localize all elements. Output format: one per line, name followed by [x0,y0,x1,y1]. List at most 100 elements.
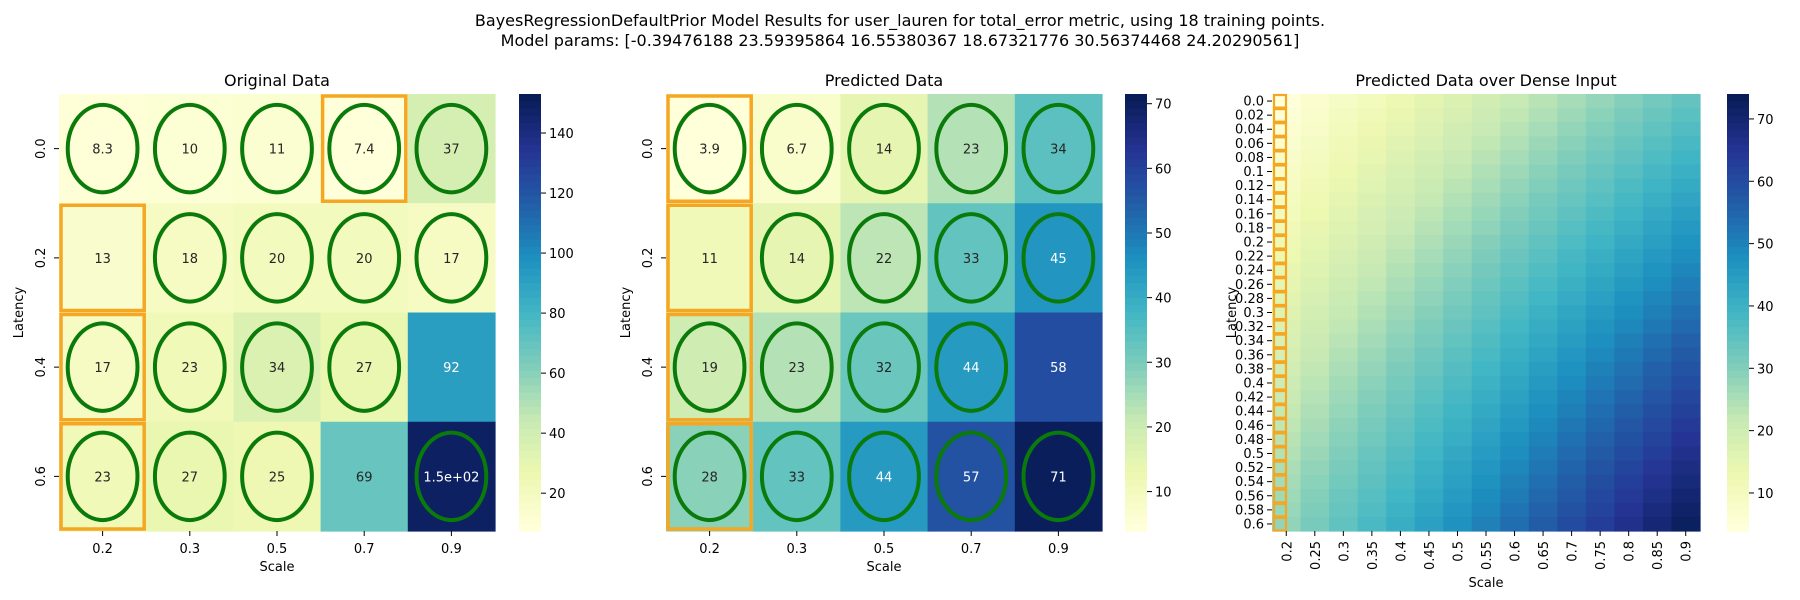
highlight-box [1272,446,1288,462]
heatmap-cell [1414,488,1444,504]
heatmap-cell [320,94,409,204]
colorbar-segment [1125,254,1147,263]
heatmap-cell [1414,375,1444,391]
heatmap-cell [1557,333,1587,349]
heatmap-cell [1471,220,1501,236]
heatmap-cell [1557,94,1587,109]
heatmap-cell [1386,319,1416,335]
heatmap-cell [1642,164,1673,180]
heatmap-cell [1585,375,1615,391]
heatmap-cell [1614,460,1644,476]
y-tick-label: 0.6 [1243,517,1264,532]
heatmap-cell [1414,305,1444,321]
subplot-title: Predicted Data over Dense Input [1355,71,1616,90]
heatmap-cell [1671,249,1701,264]
heatmap-cell [1329,192,1359,208]
heatmap-cell [1671,94,1701,109]
heatmap-cell [1357,150,1387,166]
heatmap-cell [1357,446,1387,462]
heatmap-cell [1300,220,1330,236]
heatmap-cell [1585,361,1615,377]
colorbar-segment [519,123,541,132]
heatmap-cell [1614,164,1644,180]
heatmap-cell [1386,502,1416,518]
colorbar-segment [1125,261,1147,270]
heatmap-cell [1585,249,1615,264]
colorbar-tick-label: 10 [1757,487,1774,502]
cell-value-label: 27 [356,361,373,376]
heatmap-cell [1443,122,1473,137]
colorbar-segment [519,319,541,328]
highlight-box [1272,404,1288,419]
cell-value-label: 28 [701,470,718,485]
colorbar-segment [1727,94,1749,103]
heatmap-cell [1585,333,1615,349]
x-tick-label: 0.3 [786,542,807,557]
highlight-box [1272,305,1288,321]
heatmap-cell [1414,291,1444,307]
colorbar-segment [1125,363,1147,372]
colorbar-segment [1727,327,1749,336]
heatmap-cell [1642,305,1673,321]
heatmap-cell [1300,206,1330,222]
heatmap-cell [1500,333,1530,349]
heatmap-cell [1614,502,1644,518]
heatmap-cell [1329,122,1359,137]
heatmap-cell [1671,150,1701,166]
heatmap-cell [1557,277,1587,292]
colorbar-segment [1125,225,1147,234]
colorbar-segment [1125,174,1147,183]
heatmap-cell [1642,418,1673,433]
heatmap-cell [1585,319,1615,335]
colorbar-segment [1727,152,1749,161]
colorbar-segment [1727,319,1749,328]
heatmap-cell [1300,136,1330,151]
heatmap-cell [1585,234,1615,250]
heatmap-cell [1528,206,1558,222]
heatmap-cell [1386,150,1416,166]
heatmap-cell [1414,122,1444,137]
heatmap-cell [1443,460,1473,476]
heatmap-cell [666,203,754,314]
heatmap-cell [1414,263,1444,278]
heatmap-cell [1642,432,1673,448]
cell-value-label: 3.9 [699,143,720,158]
subplot-title: Original Data [224,71,330,90]
heatmap-cell [1300,291,1330,307]
highlight-box [1272,516,1288,532]
heatmap-cell [1471,108,1501,123]
heatmap-cell [1386,418,1416,433]
x-tick-label: 0.7 [961,542,982,557]
y-tick-label: 0.4 [34,357,49,378]
heatmap-cell [1557,460,1587,476]
heatmap-cell [1300,333,1330,349]
heatmap-cell [1471,502,1501,518]
colorbar-segment [1727,283,1749,292]
heatmap-cell [1443,305,1473,321]
colorbar-tick-label: 120 [549,187,574,202]
heatmap-cell [1528,178,1558,194]
colorbar-segment [1727,254,1749,263]
highlight-box [666,312,753,422]
heatmap-cell [1471,206,1501,222]
colorbar-segment [519,458,541,467]
colorbar-segment [1125,108,1147,117]
heatmap-cell [1357,178,1387,194]
colorbar-segment [1727,268,1749,277]
heatmap-cell [1585,164,1615,180]
colorbar-segment [1125,348,1147,357]
heatmap-cell [666,94,754,204]
heatmap-cell [1471,404,1501,419]
heatmap-cell [1443,390,1473,405]
colorbar-segment [519,268,541,277]
heatmap-cell [1386,474,1416,490]
heatmap-cell [1585,192,1615,208]
colorbar-segment [1727,225,1749,234]
training-point-circle [847,102,921,195]
cell-value-label: 33 [789,470,806,485]
heatmap-cell [1671,432,1701,448]
heatmap-cell [1443,178,1473,194]
heatmap-cell [1414,446,1444,462]
heatmap-cell [1414,234,1444,250]
